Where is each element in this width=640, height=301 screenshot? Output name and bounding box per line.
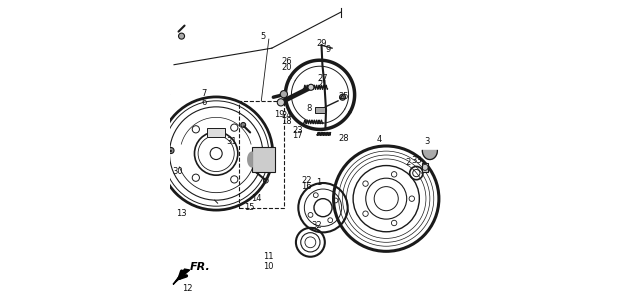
Text: 22: 22 <box>301 176 312 185</box>
Text: 5: 5 <box>260 32 266 41</box>
Text: 10: 10 <box>264 262 274 271</box>
Text: 30: 30 <box>173 167 183 176</box>
Bar <box>239 101 284 208</box>
Polygon shape <box>173 269 189 284</box>
Text: 6: 6 <box>202 98 207 107</box>
Bar <box>315 107 325 113</box>
Text: 1: 1 <box>316 178 321 187</box>
Text: 17: 17 <box>292 131 303 140</box>
Text: 18: 18 <box>281 116 292 126</box>
Circle shape <box>241 123 246 127</box>
Text: 4: 4 <box>377 135 382 144</box>
Text: 23: 23 <box>292 126 303 135</box>
Text: 20: 20 <box>281 63 292 72</box>
Polygon shape <box>248 152 252 167</box>
Text: 14: 14 <box>252 194 262 203</box>
Text: 26: 26 <box>281 57 292 66</box>
Text: 3: 3 <box>424 137 429 146</box>
Circle shape <box>340 94 346 100</box>
Circle shape <box>308 84 314 90</box>
Text: 2: 2 <box>406 158 411 167</box>
Text: 25: 25 <box>338 92 349 101</box>
Text: 28: 28 <box>338 134 349 143</box>
Text: 29: 29 <box>316 39 327 48</box>
Text: 21: 21 <box>317 80 328 89</box>
Bar <box>252 147 275 172</box>
Text: 16: 16 <box>301 182 312 191</box>
Text: 13: 13 <box>175 209 186 218</box>
Text: 33: 33 <box>411 156 422 165</box>
Polygon shape <box>422 150 437 160</box>
Text: 11: 11 <box>264 252 274 261</box>
Text: 27: 27 <box>317 74 328 83</box>
Circle shape <box>179 33 184 39</box>
Text: FR.: FR. <box>190 262 211 272</box>
Text: 7: 7 <box>202 89 207 98</box>
Text: 24: 24 <box>281 111 292 120</box>
Text: 31: 31 <box>226 137 237 146</box>
Bar <box>422 163 428 172</box>
Bar <box>207 128 225 137</box>
Text: 32: 32 <box>312 221 323 230</box>
Text: 15: 15 <box>244 203 255 212</box>
Text: 19: 19 <box>274 110 285 119</box>
Text: 8: 8 <box>307 104 312 113</box>
Text: 12: 12 <box>182 284 192 293</box>
Circle shape <box>168 147 174 154</box>
Circle shape <box>277 99 285 106</box>
Text: 9: 9 <box>326 45 331 54</box>
Circle shape <box>280 91 287 98</box>
